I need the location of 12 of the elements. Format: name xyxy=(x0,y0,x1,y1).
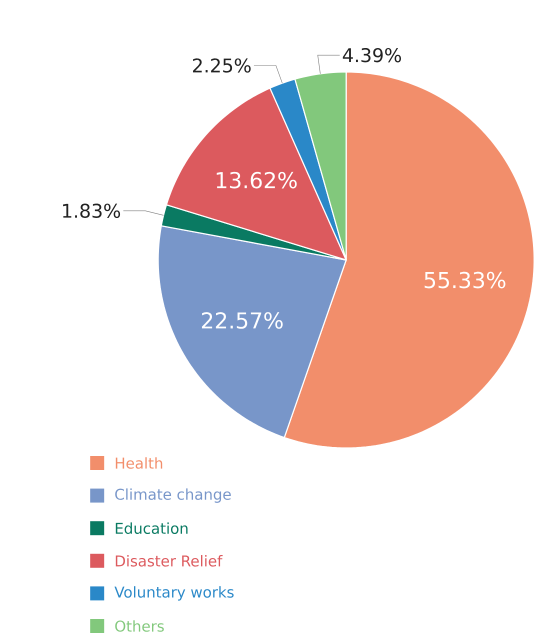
data-label: 2.25% xyxy=(192,58,251,73)
data-label: 4.39% xyxy=(342,48,401,62)
data-label: 1.83% xyxy=(62,204,120,218)
legend-label: Climate change xyxy=(115,488,231,503)
legend-label: Education xyxy=(116,522,188,534)
legend-label: Disaster Relief xyxy=(116,555,223,567)
data-label: 22.57% xyxy=(202,312,283,329)
legend-label: Others xyxy=(115,620,164,632)
legend-label: Voluntary works xyxy=(114,586,234,601)
data-label: 13.62% xyxy=(216,172,297,188)
data-label: 55.33% xyxy=(424,272,506,288)
legend-label: Health xyxy=(116,457,162,469)
